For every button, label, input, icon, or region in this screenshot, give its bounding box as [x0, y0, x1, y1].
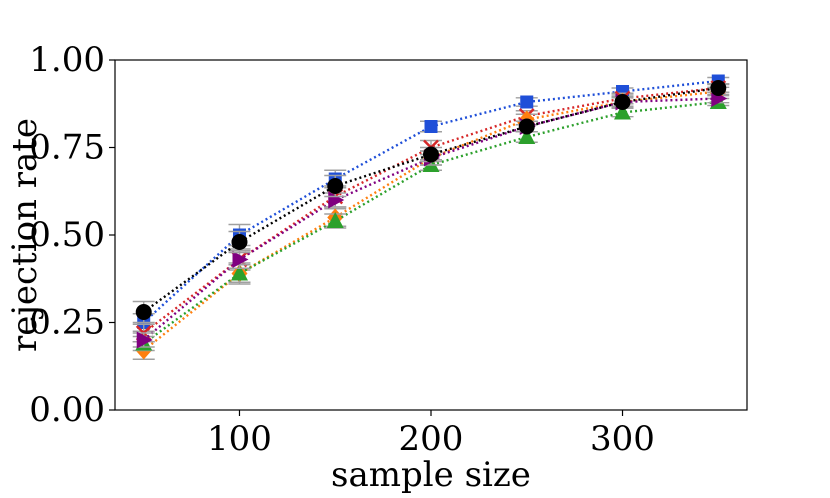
series-blue-square [132, 74, 730, 332]
data-point [328, 191, 345, 209]
series-layer [132, 74, 730, 360]
data-point [518, 128, 536, 144]
data-point [327, 178, 344, 194]
data-point [326, 212, 344, 228]
x-axis-label: sample size [331, 455, 531, 495]
y-axis-label: rejection rate [5, 118, 45, 352]
data-point [614, 94, 631, 110]
data-point [232, 251, 249, 268]
data-point [231, 234, 248, 250]
y-axis: 0.00 0.25 0.50 0.75 1.00 [29, 40, 115, 430]
series-line [142, 97, 719, 341]
series-line [142, 100, 719, 345]
x-axis: 100 200 300 [207, 410, 655, 459]
y-tick-label: 0.00 [29, 390, 105, 430]
y-tick-label: 0.50 [29, 215, 105, 255]
data-point [135, 304, 152, 320]
y-tick-label: 1.00 [29, 40, 105, 80]
data-point [424, 120, 438, 133]
data-point [136, 331, 153, 349]
x-tick-label: 100 [207, 419, 272, 459]
data-point [710, 80, 727, 96]
plot-frame [114, 59, 748, 411]
y-tick-label: 0.75 [29, 128, 105, 168]
x-tick-label: 300 [590, 419, 655, 459]
data-point [423, 146, 439, 163]
data-point [230, 264, 248, 281]
data-point [518, 118, 535, 135]
series-black-circle [132, 80, 730, 324]
data-point [614, 103, 632, 120]
y-tick-label: 0.25 [29, 303, 105, 343]
data-point [520, 95, 534, 109]
x-tick-label: 200 [399, 419, 464, 459]
